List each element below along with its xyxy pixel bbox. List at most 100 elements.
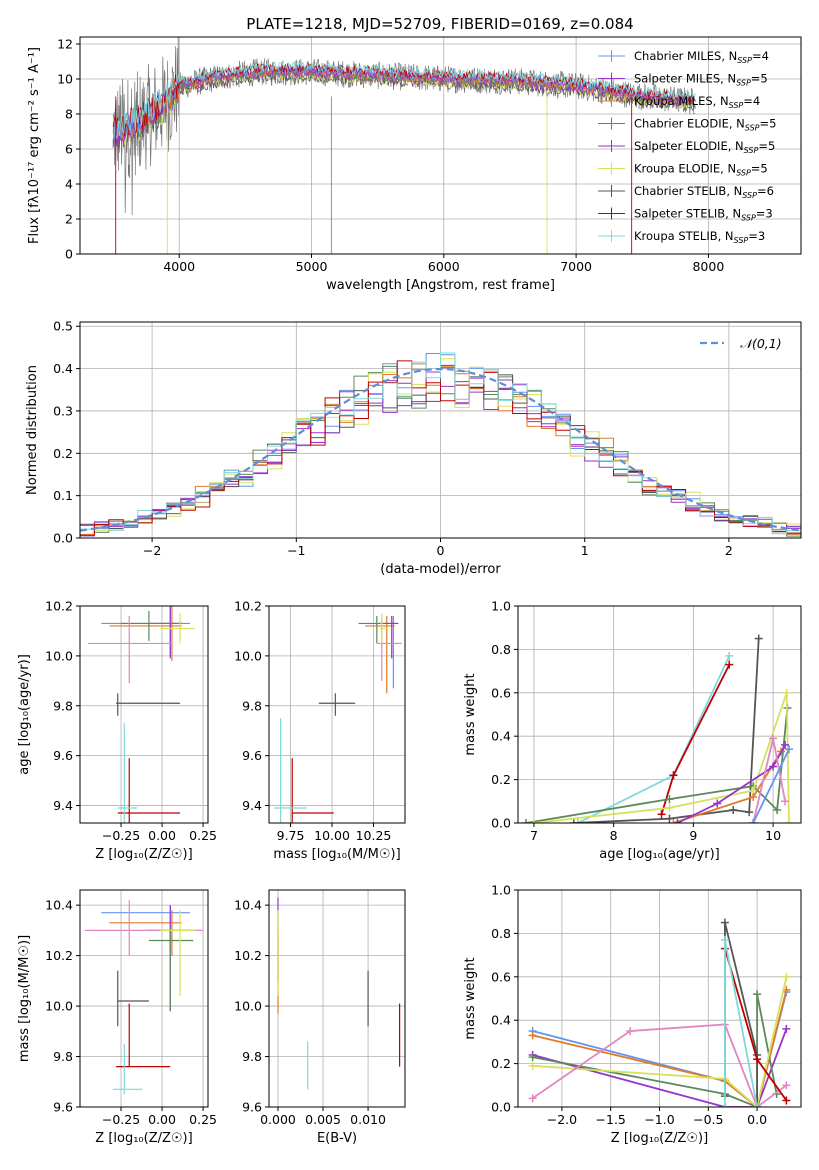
y-tick-label: 1.0 [491,599,511,614]
observed-spectrum [112,37,696,216]
x-tick-label: −1.0 [644,1112,674,1127]
errorbar-kroupa-miles [365,615,396,694]
errorbar-salpeter-stelib [116,1003,171,1068]
y-tick-label: 6 [65,142,73,157]
age_weight-xlabel: age [log₁₀(age/yr)] [599,847,720,862]
legend-entry: Salpeter MILES, NSSP=5 [634,72,768,88]
z_weight-panel: −2.0 −1.5 −1.0 −0.5 0.0 0.0 0.2 0.4 0.6 0.8 1.0 Z [… [463,883,802,1146]
weight-point [665,814,674,823]
legend-entry: Chabrier ELODIE, NSSP=5 [634,117,776,133]
age_weight-plot-area [521,634,794,823]
legend-entry: Kroupa MILES, NSSP=4 [634,94,760,110]
y-tick-label: 9.4 [242,798,262,813]
weight-point [749,819,758,823]
spectrum-panel: 4000 5000 6000 7000 8000 0 2 4 6 8 10 12 wavelength … [27,36,802,293]
weight-point [749,792,758,801]
y-tick-label: 0.2 [491,772,511,787]
weight-point [725,660,734,669]
z_mass-frame [79,889,209,1108]
legend-entry: Kroupa ELODIE, NSSP=5 [634,162,768,178]
weight-point [626,1027,635,1036]
x-tick-label: 0.005 [305,1112,341,1127]
weight-point [720,1103,729,1107]
x-tick-label: 6000 [428,259,460,274]
weight-point [782,688,791,697]
y-tick-label: 0.0 [53,531,73,546]
legend-entry: Kroupa STELIB, NSSP=3 [634,229,765,245]
x-tick-label: 10.00 [314,828,350,843]
weight-line-kroupa-miles [673,750,782,823]
y-tick-label: 10.2 [45,599,73,614]
residuals-xlabel: (data-model)/error [380,562,501,577]
y-tick-label: 10.0 [45,648,73,663]
model-spectrum-chabrier-stelib [112,72,696,149]
residual-histogram-salpeter-stelib [80,360,801,536]
weight-point [785,745,794,754]
weight-line-kroupa-elodie [533,692,790,823]
x-tick-label: 4000 [163,259,195,274]
x-tick-label: 8 [610,828,618,843]
x-tick-label: 0.25 [189,828,217,843]
z_age-panel: −0.25 0.00 0.25 9.4 9.6 9.8 10.0 10.2 Z [log₁₀(Z… [17,599,217,863]
errorbar-kroupa-stelib [112,1043,143,1095]
y-tick-label: 9.6 [53,1100,73,1115]
x-tick-label: 1 [581,543,589,558]
age_weight-frame [517,605,802,824]
x-tick-label: 9 [689,828,697,843]
weight-point [725,651,734,660]
errorbar-chabrier-elodie [358,615,386,644]
weight-point [753,1055,762,1064]
mass_age-grid [269,605,405,823]
spectrum-xlabel: wavelength [Angstrom, rest frame] [326,278,555,293]
errorbar-kroupa-stelib [117,723,138,823]
x-tick-label: 5000 [296,259,328,274]
ebv_mass-grid [269,890,405,1108]
legend-entry: Salpeter STELIB, NSSP=3 [634,207,773,223]
x-tick-label: 8000 [692,259,724,274]
x-tick-label: 9.75 [277,828,305,843]
weight-line-kroupa-stelib [577,655,731,823]
z_mass-xlabel: Z [log₁₀(Z/Z☉)] [95,1131,192,1146]
weight-point [528,1061,537,1070]
x-tick-label: 10 [765,828,781,843]
y-tick-label: 8 [65,107,73,122]
x-tick-label: 0.010 [350,1112,386,1127]
weight-point [773,805,782,814]
y-tick-label: 0.3 [53,403,73,418]
y-tick-label: 0.0 [491,1100,511,1115]
x-tick-label: 0.25 [189,1112,217,1127]
errorbar-salpeter-stelib [117,758,181,823]
residual-histogram-kroupa-elodie [80,358,801,536]
x-tick-label: −2 [143,543,161,558]
weight-point [669,819,678,823]
weight-line-chabrier-miles [752,748,790,823]
y-tick-label: 9.6 [242,748,262,763]
y-tick-label: 10.2 [234,948,262,963]
errorbar-chabrier-stelib [116,693,181,716]
y-tick-label: 2 [65,212,73,227]
weight-point [665,803,674,812]
weight-point [782,972,791,981]
z_weight-xlabel: Z [log₁₀(Z/Z☉)] [611,1131,708,1146]
y-tick-label: 0.4 [491,1013,511,1028]
y-tick-label: 0.1 [53,488,73,503]
weight-line-chabrier-elodie [525,707,789,823]
legend-entry: Chabrier MILES, NSSP=4 [634,49,769,65]
age_weight-panel: 7 8 9 10 0.0 0.2 0.4 0.6 0.8 1.0 age [log₁₀(age/yr… [463,599,802,862]
x-tick-label: 0.000 [260,1112,296,1127]
y-tick-label: 9.8 [242,698,262,713]
y-tick-label: 0.0 [491,816,511,831]
errorbar-chabrier-stelib [318,693,356,716]
y-tick-label: 4 [65,177,73,192]
normal-curve [80,367,801,532]
x-tick-label: 7000 [560,259,592,274]
y-tick-label: 9.8 [53,1049,73,1064]
y-tick-label: 10.4 [45,898,73,913]
weight-line-chabrier-elodie [532,994,778,1107]
y-tick-label: 9.8 [53,698,73,713]
weight-point [569,819,578,823]
x-tick-label: −1 [287,543,305,558]
errorbar-chabrier-stelib [117,970,149,1027]
x-tick-label: −0.5 [693,1112,723,1127]
